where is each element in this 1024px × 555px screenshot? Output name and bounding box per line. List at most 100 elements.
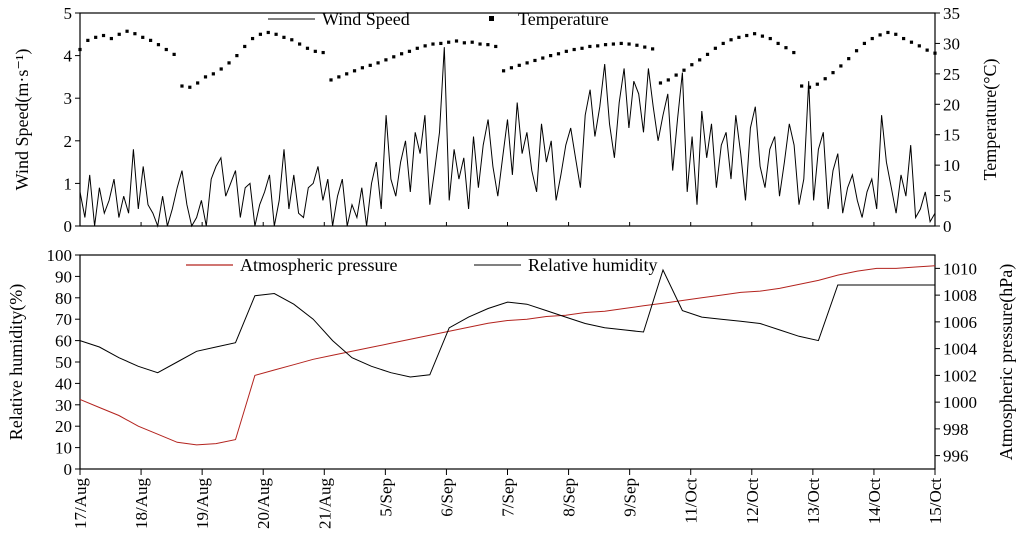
temperature-point — [447, 40, 451, 44]
temperature-point — [282, 35, 286, 39]
temperature-point — [117, 32, 121, 36]
temperature-point — [596, 44, 600, 48]
temperature-point — [141, 35, 145, 39]
x-tick-label: 14/Oct — [865, 478, 884, 525]
temperature-point — [478, 42, 482, 46]
temperature-point — [290, 38, 294, 42]
temperature-point — [172, 52, 176, 56]
left-tick-label: 70 — [55, 310, 72, 329]
temperature-point — [156, 43, 161, 47]
temperature-point — [635, 43, 639, 47]
temperature-point — [235, 54, 239, 58]
left-tick-label: 0 — [64, 217, 73, 236]
temperature-point — [823, 77, 827, 81]
temperature-point — [109, 36, 113, 41]
temperature-point — [917, 44, 921, 48]
temperature-point — [164, 47, 168, 52]
temperature-point — [376, 61, 380, 65]
right-tick-label: 5 — [943, 187, 952, 206]
series-markers-temperature — [78, 29, 937, 89]
temperature-point — [486, 43, 490, 47]
temperature-point — [549, 54, 553, 58]
temperature-point — [337, 75, 341, 79]
left-axis-title: Wind Speed(m·s⁻¹) — [12, 49, 33, 191]
temperature-point — [690, 63, 694, 67]
left-axis-title: Relative humidity(%) — [6, 284, 27, 440]
x-tick-label: 21/Aug — [315, 478, 334, 530]
right-tick-label: 25 — [943, 65, 960, 84]
temperature-point — [870, 36, 874, 41]
temperature-point — [86, 38, 90, 42]
right-tick-label: 30 — [943, 34, 960, 53]
left-tick-label: 30 — [55, 396, 72, 415]
x-tick-label: 17/Aug — [71, 478, 90, 530]
bottom-panel: 0 10 20 30 40 50 60 70 80 90 100 996 998 1000 1002 1004… — [6, 246, 1017, 479]
temperature-point — [847, 57, 851, 61]
temperature-point — [854, 49, 859, 53]
left-tick-label: 1 — [64, 174, 73, 193]
temperature-point — [658, 81, 663, 85]
temperature-point — [886, 30, 890, 35]
left-tick-label: 50 — [55, 353, 72, 372]
temperature-point — [807, 85, 812, 89]
temperature-point — [274, 32, 278, 36]
right-tick-label: 1010 — [943, 259, 977, 278]
temperature-point — [525, 61, 529, 65]
temperature-point — [313, 49, 317, 53]
temperature-point — [454, 39, 459, 43]
legend-label-atmospheric-pressure: Atmospheric pressure — [240, 255, 397, 275]
temperature-point — [729, 38, 733, 42]
temperature-point — [211, 72, 215, 76]
temperature-point — [666, 78, 670, 82]
temperature-point — [509, 66, 514, 70]
temperature-point — [368, 63, 372, 67]
temperature-point — [392, 55, 396, 59]
temperature-point — [219, 67, 223, 71]
temperature-point — [776, 41, 780, 46]
temperature-point — [266, 30, 270, 35]
temperature-point — [800, 84, 804, 88]
temperature-point — [925, 48, 929, 52]
temperature-point — [501, 69, 506, 73]
temperature-point — [415, 46, 419, 50]
left-tick-label: 5 — [64, 4, 73, 23]
temperature-point — [815, 82, 819, 86]
temperature-point — [902, 36, 906, 41]
legend-label-relative-humidity: Relative humidity — [528, 255, 657, 275]
temperature-point — [196, 81, 200, 85]
x-tick-label: 13/Oct — [804, 478, 823, 525]
temperature-point — [933, 51, 937, 55]
legend-label-temperature: Temperature — [518, 9, 609, 29]
temperature-point — [737, 35, 741, 39]
series-line-relative-humidity — [79, 268, 935, 378]
x-tick-label: 7/Sep — [499, 478, 518, 517]
left-tick-label: 90 — [55, 267, 72, 286]
left-tick-label: 4 — [64, 47, 73, 66]
temperature-point — [94, 35, 98, 39]
temperature-point — [298, 42, 302, 46]
temperature-point — [431, 42, 435, 46]
temperature-point — [329, 78, 333, 82]
temperature-point — [180, 84, 184, 88]
right-tick-label: 20 — [943, 95, 960, 114]
right-tick-label: 996 — [943, 447, 969, 466]
temperature-point — [752, 32, 757, 36]
left-tick-label: 80 — [55, 289, 72, 308]
temperature-point — [784, 46, 788, 50]
temperature-point — [203, 75, 208, 79]
temperature-point — [227, 61, 231, 65]
temperature-point — [909, 40, 914, 44]
temperature-point — [831, 71, 835, 75]
temperature-point — [250, 36, 255, 41]
x-tick-label: 18/Aug — [132, 478, 151, 530]
left-tick-label: 0 — [64, 460, 73, 479]
x-tick-label: 20/Aug — [254, 478, 273, 530]
series-line-atmospheric-pressure — [79, 265, 936, 446]
temperature-point — [792, 50, 796, 55]
temperature-point — [101, 33, 106, 38]
x-tick-label: 9/Sep — [621, 478, 640, 517]
temperature-point — [768, 36, 772, 41]
temperature-point — [556, 52, 561, 56]
